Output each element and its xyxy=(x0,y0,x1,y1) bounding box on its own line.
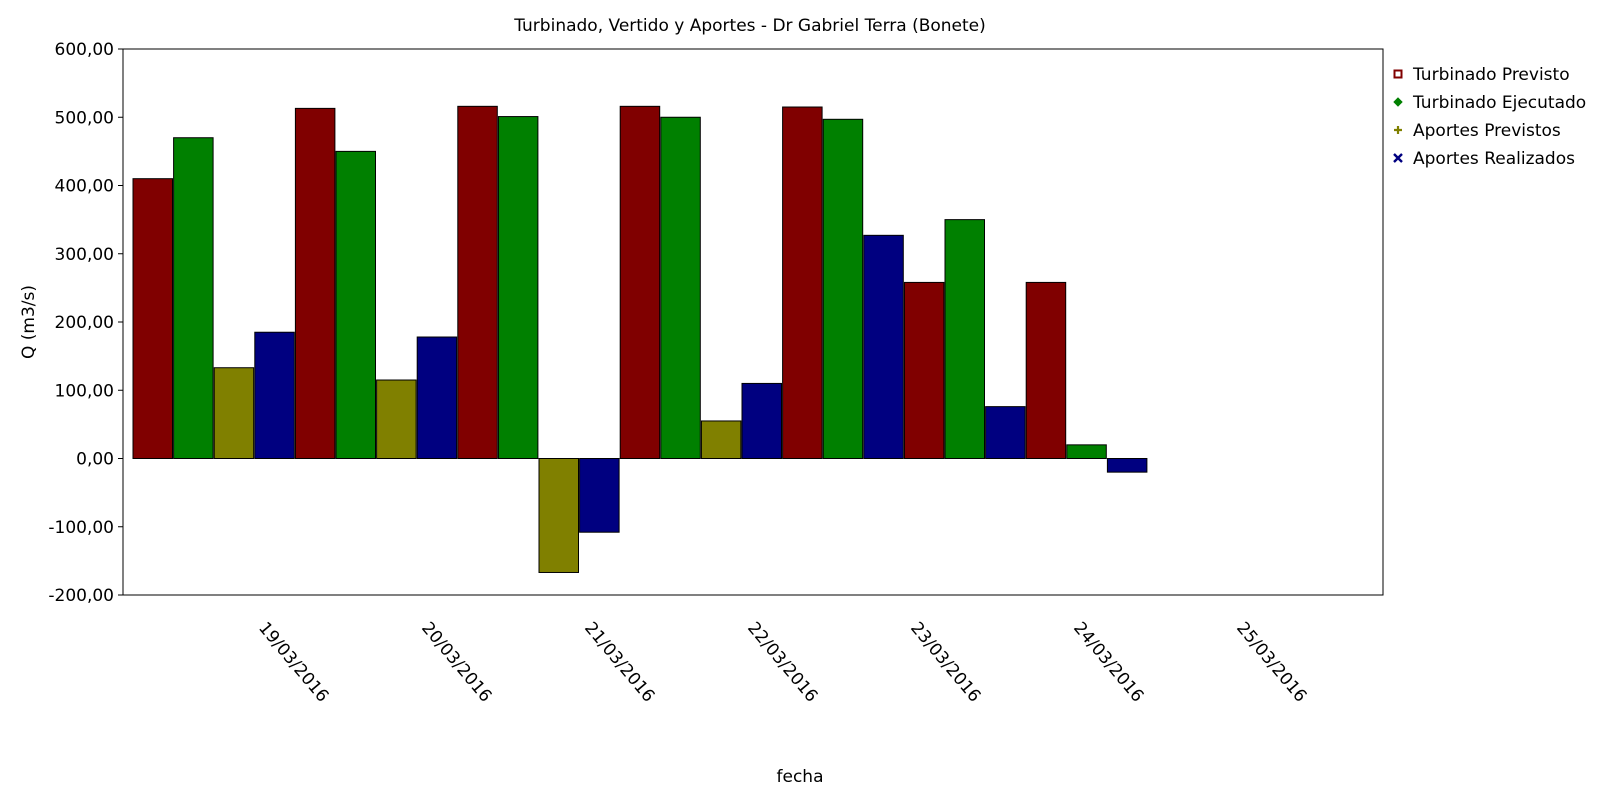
bar-aportes-realizados-1 xyxy=(416,336,458,460)
bar-turbinado-previsto-3 xyxy=(619,105,661,460)
legend-marker-square-icon xyxy=(1393,69,1403,79)
y-tick-label: 300,00 xyxy=(55,245,114,265)
bar-aportes-realizados-0 xyxy=(254,331,295,459)
y-tick-label: 0,00 xyxy=(76,450,114,470)
bar-turbinado-ejecutado-1 xyxy=(335,150,376,459)
y-axis-ticks: 600,00 500,00 400,00 300,00 200,00 100,00 0,00… xyxy=(48,40,123,606)
legend-marker-plus-icon xyxy=(1394,126,1402,134)
legend-label: Turbinado Ejecutado xyxy=(1412,93,1586,113)
x-axis-label: fecha xyxy=(777,767,824,787)
y-tick-label: 500,00 xyxy=(55,108,114,128)
legend-label: Turbinado Previsto xyxy=(1412,65,1570,85)
legend-marker-diamond-icon xyxy=(1393,97,1403,107)
x-tick-label: 21/03/2016 xyxy=(580,618,658,706)
legend: Turbinado Previsto Turbinado Ejecutado Apo… xyxy=(1393,65,1586,169)
bar-turbinado-previsto-2 xyxy=(457,105,498,460)
y-axis-label: Q (m3/s) xyxy=(19,285,39,359)
legend-marker-cross-icon xyxy=(1393,153,1403,163)
y-tick-label: 200,00 xyxy=(55,313,114,333)
bar-aportes-realizados-4 xyxy=(863,234,904,459)
x-tick-label: 23/03/2016 xyxy=(906,618,984,706)
x-axis-ticks: 19/03/2016 20/03/2016 21/03/2016 22/03/2016… xyxy=(254,618,1310,706)
x-tick-label: 19/03/2016 xyxy=(254,618,332,706)
bar-aportes-previstos-2 xyxy=(538,458,579,573)
bar-aportes-previstos-1 xyxy=(376,379,417,460)
bar-aportes-realizados-3 xyxy=(741,382,782,459)
y-tick-label: 400,00 xyxy=(55,177,114,197)
bar-aportes-realizados-6 xyxy=(1106,458,1148,473)
y-tick-label: -200,00 xyxy=(48,586,114,606)
x-tick-label: 24/03/2016 xyxy=(1069,618,1147,706)
bar-turbinado-ejecutado-3 xyxy=(660,116,701,459)
bar-turbinado-previsto-6 xyxy=(1025,281,1067,460)
x-tick-label: 25/03/2016 xyxy=(1232,618,1310,706)
x-tick-label: 22/03/2016 xyxy=(743,618,821,706)
bars-group xyxy=(132,105,1148,573)
x-tick-label: 20/03/2016 xyxy=(417,618,495,706)
y-tick-label: 100,00 xyxy=(55,381,114,401)
y-tick-label: -100,00 xyxy=(48,518,114,538)
bar-turbinado-ejecutado-6 xyxy=(1066,444,1107,460)
bar-turbinado-ejecutado-2 xyxy=(497,116,539,459)
y-tick-label: 600,00 xyxy=(55,40,114,60)
bar-aportes-previstos-0 xyxy=(213,367,255,460)
bar-turbinado-previsto-4 xyxy=(782,106,823,459)
bar-turbinado-previsto-5 xyxy=(903,281,945,460)
bar-aportes-realizados-5 xyxy=(985,406,1026,460)
chart-title: Turbinado, Vertido y Aportes - Dr Gabrie… xyxy=(513,16,986,36)
legend-label: Aportes Realizados xyxy=(1413,149,1575,169)
bar-turbinado-ejecutado-0 xyxy=(173,137,214,459)
bar-turbinado-previsto-1 xyxy=(294,107,336,459)
legend-label: Aportes Previstos xyxy=(1413,121,1561,141)
bar-turbinado-previsto-0 xyxy=(132,178,173,460)
bar-aportes-previstos-3 xyxy=(700,420,742,459)
bar-aportes-realizados-2 xyxy=(579,458,620,533)
bar-turbinado-ejecutado-5 xyxy=(944,219,985,459)
bar-turbinado-ejecutado-4 xyxy=(822,118,864,460)
